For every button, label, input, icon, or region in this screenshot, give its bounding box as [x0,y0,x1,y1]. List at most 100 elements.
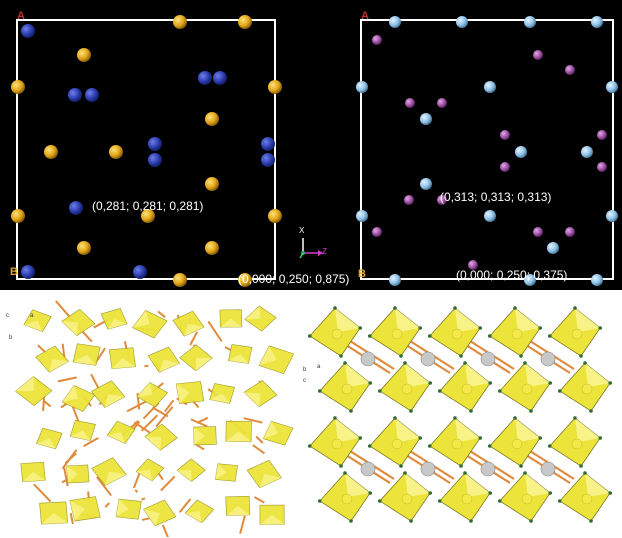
octahedron-face [465,363,491,387]
vertex-atom [513,416,517,420]
octahedron-face [159,359,180,373]
blue-atom [21,24,35,38]
central-atom [401,383,413,395]
central-atom [401,493,413,505]
octahedron-face [105,471,127,486]
left-unit-cell-box [16,19,276,280]
light-atom [484,81,496,93]
octahedron-face [575,418,601,442]
vertex-atom [368,444,372,448]
purple-atom [565,227,575,237]
vertex-atom [573,416,577,420]
octahedron-face [73,354,96,366]
purple-atom [404,195,414,205]
vertex-atom [548,444,552,448]
bond [104,502,110,508]
octahedron-face [525,473,551,497]
vertex-atom [349,519,353,523]
vertex-atom [368,491,372,495]
octahedron-face [36,438,56,449]
vertex-atom [538,326,542,330]
bond [69,513,74,525]
octahedron-face [104,394,125,408]
octahedron-face [244,306,261,320]
bottom-right-layered-view [308,306,612,523]
vertex-atom [463,471,467,475]
right-corner-b-label: B [358,268,366,280]
light-atom [524,16,536,28]
purple-atom [597,162,607,172]
gold-atom [173,273,187,287]
gold-atom [77,241,91,255]
bond [57,376,77,383]
blue-atom [68,88,82,102]
vertex-atom [403,361,407,365]
light-atom [456,16,468,28]
light-atom [356,210,368,222]
purple-atom [437,195,447,205]
vertex-atom [318,499,322,503]
left-corner-a-label: A [17,10,25,22]
br-axis-c: c [303,378,306,384]
vertex-atom [498,499,502,503]
purple-atom [372,35,382,45]
vertex-atom [339,354,343,358]
vertex-atom [523,471,527,475]
purple-atom [597,130,607,140]
right-unit-cell-box [360,19,614,280]
octahedron-face [525,363,551,387]
vertex-atom [469,409,473,413]
gold-atom [44,145,58,159]
vertex-atom [378,499,382,503]
left-bottom-coordinate: (0,000; 0,250; 0,875) [238,272,350,286]
blue-atom [148,137,162,151]
vertex-atom [469,519,473,523]
bond [252,444,266,455]
vertex-atom [409,519,413,523]
gold-atom [205,177,219,191]
vertex-atom [589,409,593,413]
octahedron-face [61,321,79,336]
octahedron-face [515,308,541,332]
central-atom [521,493,533,505]
central-atom [331,328,343,340]
vertex-atom [488,444,492,448]
octahedron [176,458,206,482]
vertex-atom [548,334,552,338]
central-atom [521,383,533,395]
linker-atom [360,351,376,367]
bond [178,498,192,513]
bond [33,483,52,503]
octahedron-face [69,500,86,522]
octahedron-face [585,473,611,497]
vertex-atom [498,389,502,393]
gold-atom [268,209,282,223]
octahedron-face [465,473,491,497]
octahedron-face [260,514,285,525]
vertex-atom [418,326,422,330]
central-atom [581,493,593,505]
light-atom [389,274,401,286]
octahedron-face [335,418,361,442]
octahedron-face [132,310,150,328]
vertex-atom [598,326,602,330]
octahedron-face [177,470,192,482]
bond [253,496,265,504]
central-atom [341,493,353,505]
vertex-atom [453,416,457,420]
octahedron-face [41,512,68,525]
vertex-atom [529,409,533,413]
vertex-atom [368,334,372,338]
blue-atom [21,265,35,279]
purple-atom [500,130,510,140]
octahedron-face [259,345,277,366]
light-atom [484,210,496,222]
bond [189,331,199,346]
purple-atom [500,162,510,172]
vertex-atom [308,444,312,448]
vertex-atom [343,361,347,365]
octahedron-face [395,418,421,442]
vertex-atom [548,381,552,385]
light-atom [606,210,618,222]
octahedron-face [22,471,46,482]
